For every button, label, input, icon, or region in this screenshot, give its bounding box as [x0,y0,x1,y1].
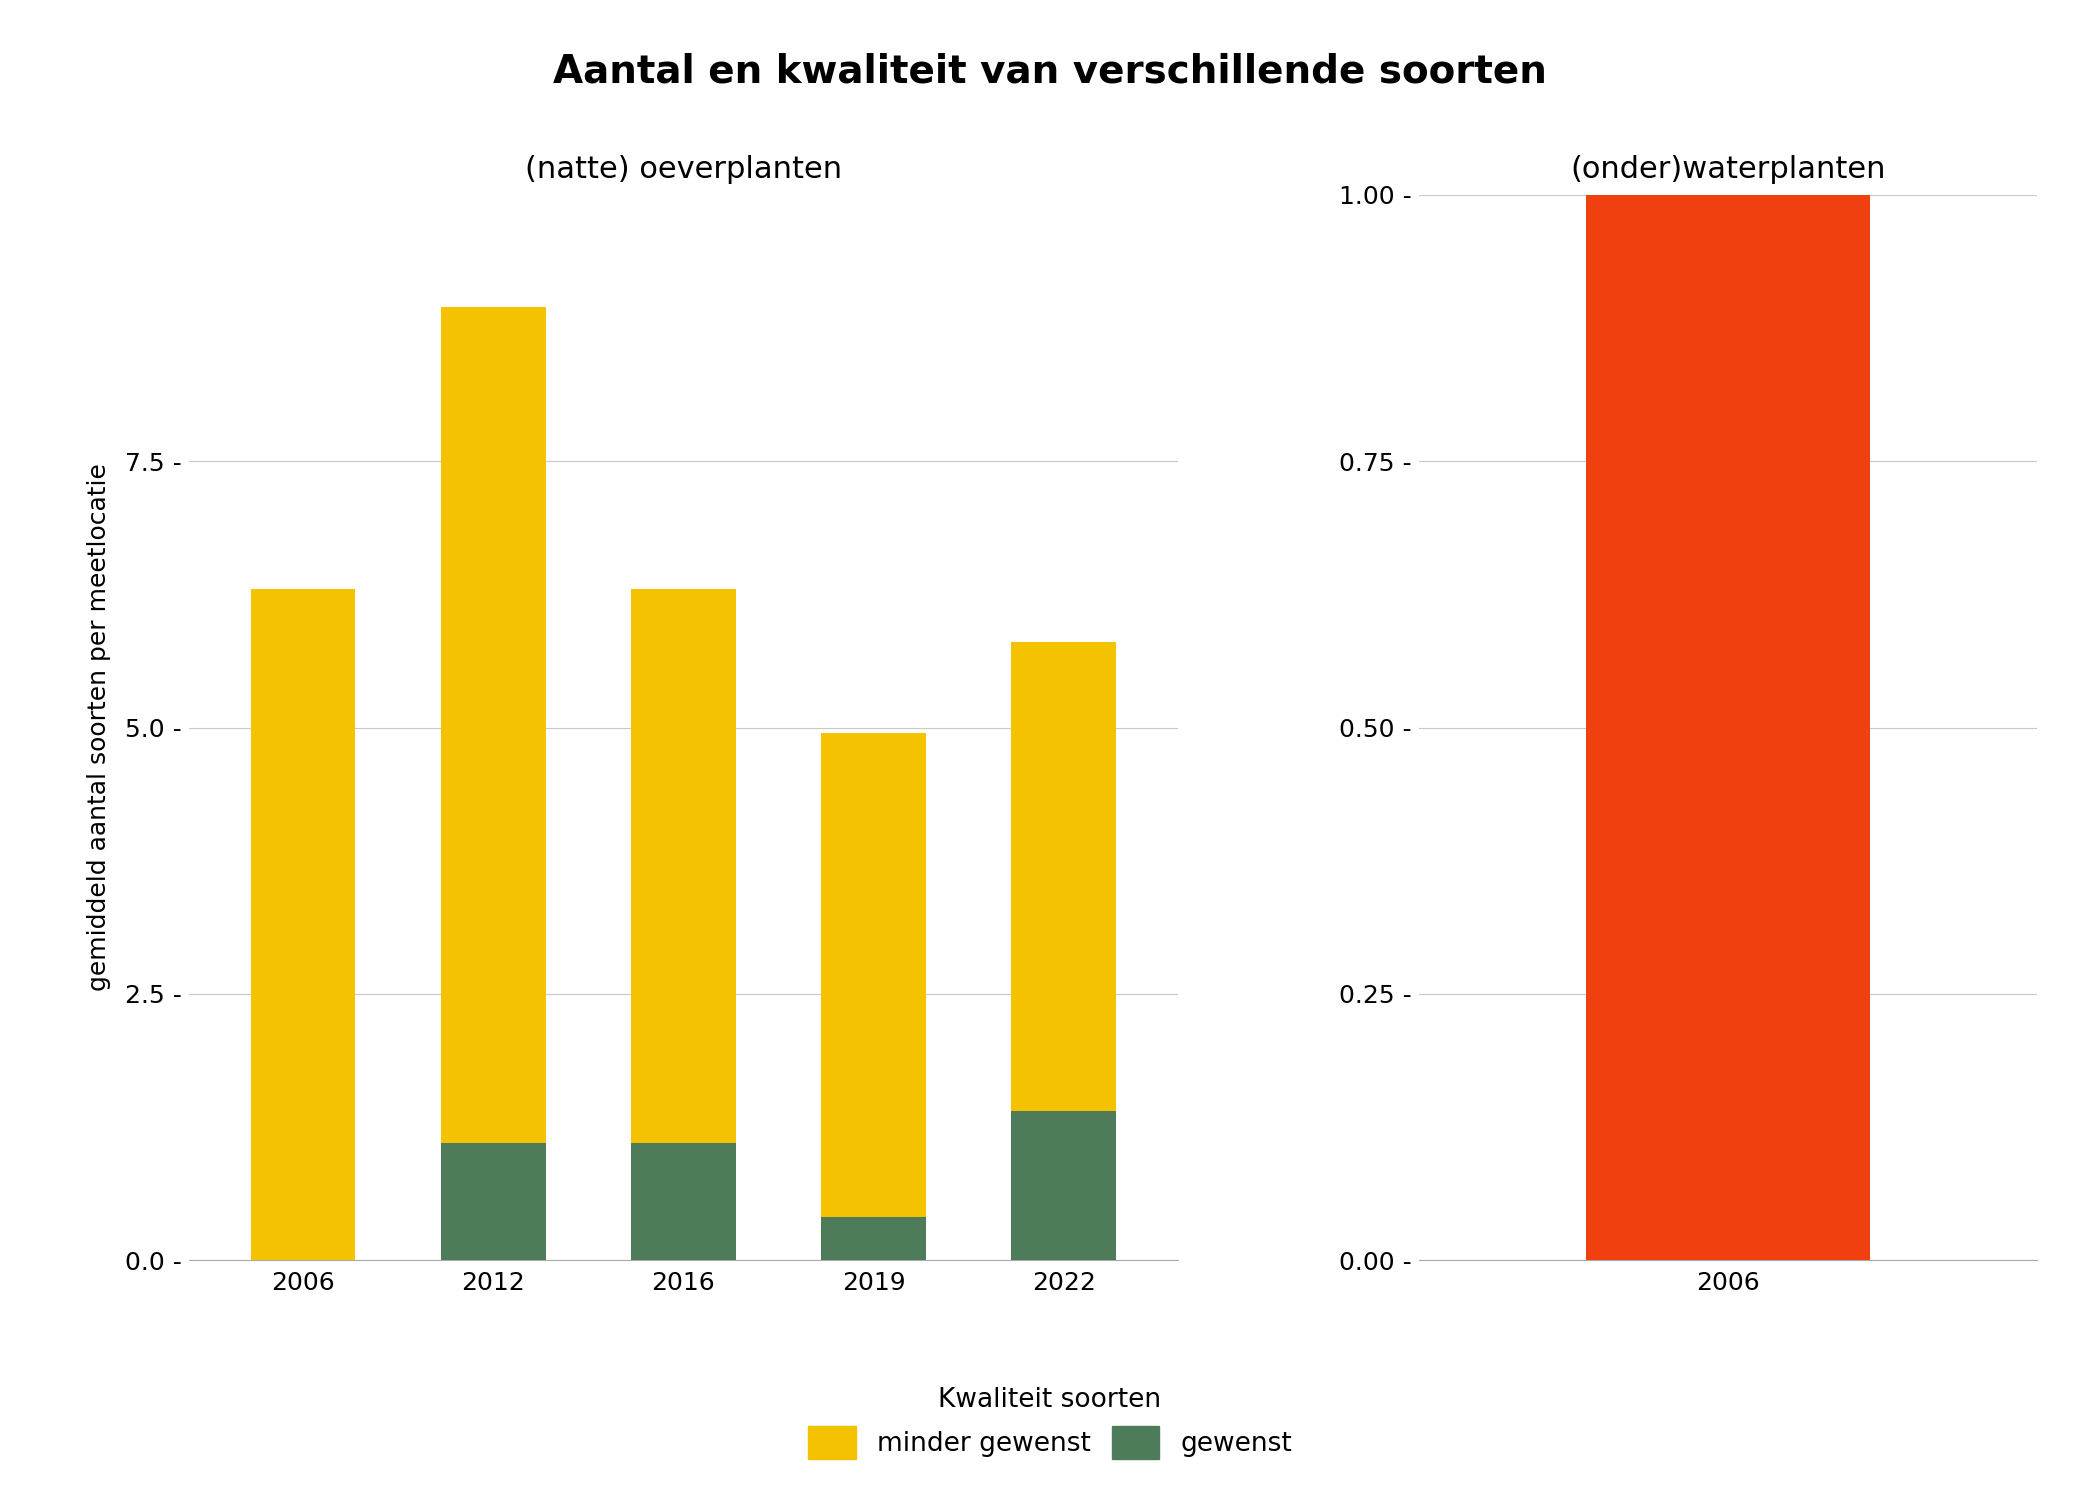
Bar [1012,642,1115,1112]
Bar [821,1218,926,1260]
Y-axis label: gemiddeld aantal soorten per meetlocatie: gemiddeld aantal soorten per meetlocatie [88,464,111,992]
Bar [250,590,355,1260]
Bar [632,590,735,1143]
Title: (onder)waterplanten: (onder)waterplanten [1571,156,1886,184]
Bar [441,1143,546,1260]
Text: Aantal en kwaliteit van verschillende soorten: Aantal en kwaliteit van verschillende so… [552,53,1548,90]
Bar [441,308,546,1143]
Title: (natte) oeverplanten: (natte) oeverplanten [525,156,842,184]
Bar [821,734,926,1218]
Legend: minder gewenst, gewenst: minder gewenst, gewenst [794,1374,1306,1472]
Bar [1012,1112,1115,1260]
Bar [632,1143,735,1260]
Bar [1586,195,1869,1260]
